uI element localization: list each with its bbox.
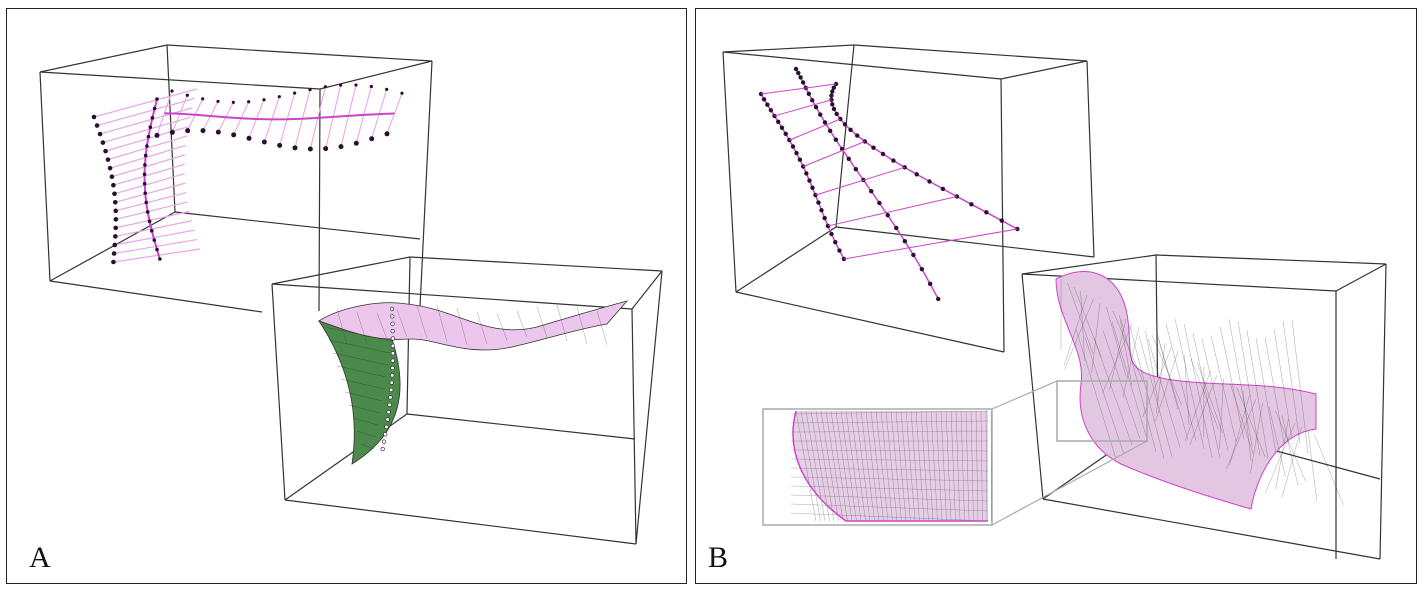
zoom-region [991,380,1148,526]
curve-network-b [758,66,1020,302]
point-cloud-a [91,83,404,265]
panel-b-figure: B [708,44,1387,574]
reconstructed-mesh-b [1055,271,1344,510]
panel-a: A [6,8,687,584]
panel-b-label: B [708,541,728,574]
wireframe-box-b-top [722,44,1095,353]
wireframe-box-a-top [39,44,433,313]
wireframe-box-a-bottom [271,256,663,545]
reconstructed-surface-a [318,300,629,465]
panel-b: B [695,8,1417,584]
panel-a-figure: A [29,44,663,574]
zoom-inset [762,408,993,526]
panel-a-label: A [29,541,51,574]
